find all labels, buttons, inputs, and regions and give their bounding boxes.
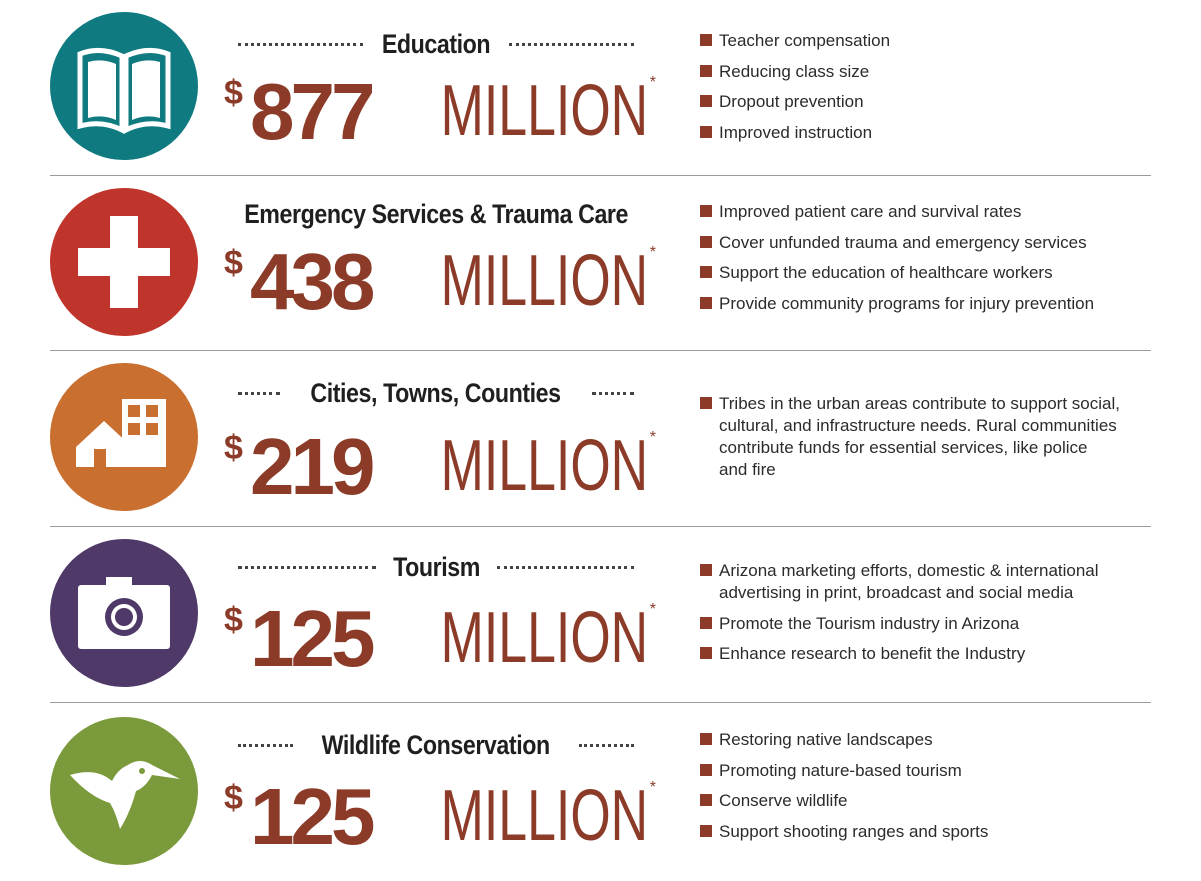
section-title: Education bbox=[381, 28, 491, 59]
bullet-square-icon bbox=[700, 397, 712, 409]
amount-value: 125 bbox=[250, 772, 376, 861]
emergency-heading: Emergency Services & Trauma Care bbox=[228, 194, 644, 234]
dollar-sign: $ bbox=[224, 74, 243, 112]
dotted-rule-left bbox=[238, 391, 281, 395]
camera-icon bbox=[78, 577, 170, 649]
tourism-bullets: Arizona marketing efforts, domestic & in… bbox=[700, 560, 1140, 674]
dotted-rule-right bbox=[591, 391, 634, 395]
list-item: Dropout prevention bbox=[700, 91, 1160, 113]
emergency-amount: $ 438 MILLION * bbox=[222, 237, 662, 326]
education-circle bbox=[50, 12, 198, 160]
bullet-square-icon bbox=[700, 125, 712, 138]
bullet-square-icon bbox=[700, 34, 712, 46]
dollar-sign: $ bbox=[224, 779, 243, 817]
bullet-square-icon bbox=[700, 564, 712, 576]
dotted-rule-right bbox=[509, 42, 635, 46]
section-wildlife: Wildlife Conservation $ 125 MILLION * Re… bbox=[0, 703, 1201, 879]
section-divider bbox=[50, 526, 1151, 527]
bullet-square-icon bbox=[700, 794, 712, 806]
wildlife-circle bbox=[50, 717, 198, 865]
cities-circle bbox=[50, 363, 198, 511]
list-item: Provide community programs for injury pr… bbox=[700, 293, 1160, 315]
section-title: Wildlife Conservation bbox=[321, 729, 551, 760]
list-item: Restoring native landscapes bbox=[700, 729, 1160, 751]
medical-cross-icon bbox=[78, 216, 170, 308]
dollar-sign: $ bbox=[224, 244, 243, 282]
list-item: Arizona marketing efforts, domestic & in… bbox=[700, 560, 1140, 604]
amount-unit: MILLION bbox=[440, 598, 648, 678]
bullet-square-icon bbox=[700, 235, 712, 248]
bullet-square-icon bbox=[700, 296, 712, 309]
list-item: Improved instruction bbox=[700, 122, 1160, 144]
list-item: Reducing class size bbox=[700, 61, 1160, 83]
emergency-bullets: Improved patient care and survival rates… bbox=[700, 201, 1160, 323]
section-education: Education $ 877 MILLION * Teacher compen… bbox=[0, 0, 1201, 176]
amount-value: 438 bbox=[250, 237, 376, 326]
footnote-marker: * bbox=[649, 779, 656, 796]
bullet-square-icon bbox=[700, 763, 712, 776]
amount-value: 877 bbox=[250, 67, 376, 156]
tourism-circle bbox=[50, 539, 198, 687]
section-cities: Cities, Towns, Counties $ 219 MILLION * … bbox=[0, 351, 1201, 527]
section-tourism: Tourism $ 125 MILLION * Arizona marketin… bbox=[0, 527, 1201, 703]
bullet-square-icon bbox=[700, 64, 712, 77]
house-building-icon bbox=[76, 399, 166, 467]
amount-unit: MILLION bbox=[440, 426, 648, 506]
bullet-square-icon bbox=[700, 266, 712, 278]
wildlife-amount: $ 125 MILLION * bbox=[222, 772, 662, 861]
list-item: Support shooting ranges and sports bbox=[700, 821, 1160, 843]
amount-unit: MILLION bbox=[440, 71, 648, 151]
amount-value: 219 bbox=[250, 422, 376, 511]
dotted-rule-left bbox=[238, 743, 294, 747]
education-bullets: Teacher compensation Reducing class size… bbox=[700, 30, 1160, 152]
bullet-square-icon bbox=[700, 824, 712, 837]
education-amount: $ 877 MILLION * bbox=[222, 67, 662, 156]
section-divider bbox=[50, 350, 1151, 351]
list-item: Teacher compensation bbox=[700, 30, 1160, 52]
bullet-square-icon bbox=[700, 616, 712, 629]
bullet-square-icon bbox=[700, 95, 712, 107]
section-title: Cities, Towns, Counties bbox=[310, 377, 562, 408]
list-item: Tribes in the urban areas contribute to … bbox=[700, 393, 1120, 481]
book-icon bbox=[77, 48, 171, 135]
section-divider bbox=[50, 175, 1151, 176]
list-item: Support the education of healthcare work… bbox=[700, 262, 1160, 284]
section-title: Tourism bbox=[392, 551, 480, 582]
cities-bullets: Tribes in the urban areas contribute to … bbox=[700, 393, 1120, 490]
footnote-marker: * bbox=[649, 601, 656, 618]
hummingbird-icon bbox=[70, 761, 180, 829]
tourism-amount: $ 125 MILLION * bbox=[222, 594, 662, 683]
tourism-heading: Tourism bbox=[228, 547, 644, 587]
dollar-sign: $ bbox=[224, 429, 243, 467]
footnote-marker: * bbox=[649, 429, 656, 446]
cities-amount: $ 219 MILLION * bbox=[222, 422, 662, 511]
amount-unit: MILLION bbox=[440, 241, 648, 321]
dotted-rule-left bbox=[238, 565, 376, 569]
footnote-marker: * bbox=[649, 74, 656, 91]
list-item: Improved patient care and survival rates bbox=[700, 201, 1160, 223]
bullet-square-icon bbox=[700, 733, 712, 745]
amount-value: 125 bbox=[250, 594, 376, 683]
list-item: Enhance research to benefit the Industry bbox=[700, 643, 1140, 665]
bullet-square-icon bbox=[700, 205, 712, 217]
amount-unit: MILLION bbox=[440, 776, 648, 856]
section-title: Emergency Services & Trauma Care bbox=[244, 198, 628, 229]
list-item: Promote the Tourism industry in Arizona bbox=[700, 613, 1140, 635]
list-item: Promoting nature-based tourism bbox=[700, 760, 1160, 782]
emergency-circle bbox=[50, 188, 198, 336]
section-divider bbox=[50, 702, 1151, 703]
cities-heading: Cities, Towns, Counties bbox=[228, 373, 644, 413]
wildlife-heading: Wildlife Conservation bbox=[228, 725, 644, 765]
section-emergency: Emergency Services & Trauma Care $ 438 M… bbox=[0, 176, 1201, 352]
dotted-rule-right bbox=[496, 565, 635, 569]
footnote-marker: * bbox=[649, 244, 656, 261]
bullet-square-icon bbox=[700, 647, 712, 659]
dollar-sign: $ bbox=[224, 601, 243, 639]
list-item: Conserve wildlife bbox=[700, 790, 1160, 812]
dotted-rule-right bbox=[578, 743, 635, 747]
wildlife-bullets: Restoring native landscapes Promoting na… bbox=[700, 729, 1160, 851]
education-heading: Education bbox=[228, 24, 644, 64]
list-item: Cover unfunded trauma and emergency serv… bbox=[700, 232, 1160, 254]
dotted-rule-left bbox=[238, 42, 363, 46]
